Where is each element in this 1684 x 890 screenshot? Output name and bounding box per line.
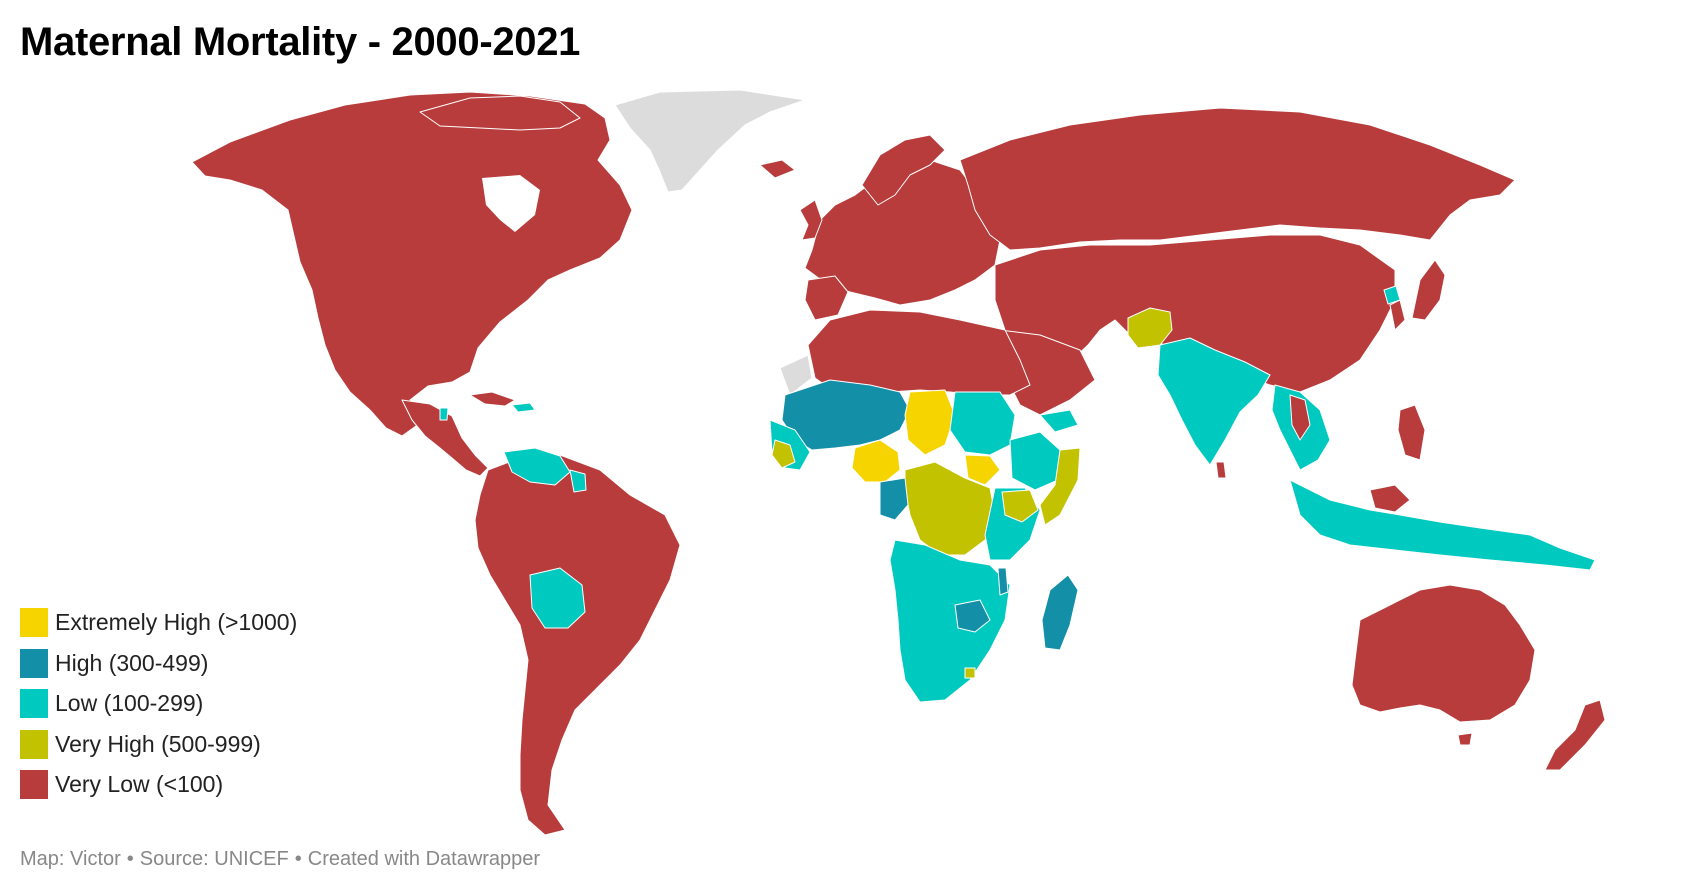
legend-swatch bbox=[20, 689, 48, 718]
map-credit: Map: Victor bbox=[20, 848, 121, 870]
region-sudan bbox=[949, 391, 1016, 456]
legend-label: Extremely High (>1000) bbox=[55, 609, 298, 635]
region-south-sudan bbox=[964, 454, 1001, 486]
region-sri-lanka bbox=[1215, 461, 1227, 479]
tool-credit: Created with Datawrapper bbox=[307, 848, 541, 870]
region-greenland bbox=[614, 89, 806, 193]
region-north-america bbox=[191, 91, 633, 441]
region-kenya bbox=[1001, 489, 1039, 523]
region-bolivia bbox=[529, 567, 586, 629]
legend-item-high: High (300-499) bbox=[20, 648, 297, 678]
map-footer: Map: Victor • Source: UNICEF • Created with … bbox=[20, 848, 540, 871]
region-philippines bbox=[1397, 404, 1426, 461]
region-south-america bbox=[474, 454, 681, 836]
region-japan bbox=[1411, 259, 1446, 321]
region-canada-islands bbox=[419, 95, 581, 131]
region-eritrea bbox=[1039, 409, 1079, 433]
legend-swatch bbox=[20, 729, 48, 759]
legend-swatch bbox=[20, 648, 48, 678]
region-western-sahara bbox=[779, 354, 813, 396]
region-nigeria bbox=[851, 439, 901, 483]
region-southern-africa bbox=[889, 539, 1011, 703]
legend-item-low: Low (100-299) bbox=[20, 689, 297, 718]
region-new-zealand bbox=[1544, 699, 1606, 771]
region-hudson-bay bbox=[482, 175, 540, 232]
region-madagascar bbox=[1041, 574, 1079, 651]
region-cuba bbox=[469, 391, 516, 407]
region-thailand-myanmar bbox=[1289, 394, 1311, 441]
region-ethiopia bbox=[1009, 431, 1061, 491]
source-credit: Source: UNICEF bbox=[139, 848, 289, 870]
region-malawi bbox=[997, 567, 1009, 596]
region-chad bbox=[904, 389, 956, 456]
region-australia bbox=[1351, 584, 1536, 723]
legend-label: High (300-499) bbox=[55, 649, 209, 676]
legend-item-very-high: Very High (500-999) bbox=[20, 729, 297, 759]
region-north-korea bbox=[1383, 285, 1401, 305]
map-title: Maternal Mortality - 2000-2021 bbox=[20, 20, 581, 64]
legend-swatch bbox=[20, 770, 48, 799]
region-borneo bbox=[1369, 484, 1411, 513]
region-zimbabwe bbox=[954, 599, 991, 633]
region-korea bbox=[1389, 299, 1406, 331]
region-cameroon bbox=[879, 477, 909, 521]
map-legend: Extremely High (>1000) High (300-499) Lo… bbox=[20, 608, 297, 811]
footer-separator: • bbox=[126, 848, 134, 870]
region-somalia bbox=[1039, 447, 1081, 526]
region-iceland bbox=[759, 159, 796, 179]
region-uk bbox=[799, 199, 823, 241]
region-russia bbox=[959, 107, 1516, 251]
region-belize-area bbox=[439, 407, 449, 421]
region-central-america bbox=[401, 399, 489, 477]
legend-item-very-low: Very Low (<100) bbox=[20, 770, 297, 799]
legend-label: Low (100-299) bbox=[55, 690, 204, 716]
region-venezuela bbox=[503, 447, 571, 486]
legend-label: Very Low (<100) bbox=[55, 771, 224, 797]
legend-swatch bbox=[20, 608, 48, 637]
region-indonesia bbox=[1289, 479, 1596, 571]
region-afghanistan bbox=[1127, 307, 1173, 349]
region-south-asia bbox=[1157, 337, 1271, 466]
legend-item-extremely-high: Extremely High (>1000) bbox=[20, 608, 297, 637]
region-iberia bbox=[804, 275, 849, 321]
region-tasmania bbox=[1457, 732, 1473, 746]
region-scandinavia bbox=[861, 134, 946, 206]
region-lesotho bbox=[964, 667, 976, 679]
region-central-africa bbox=[904, 461, 996, 556]
region-guyana bbox=[569, 469, 587, 493]
region-guinea bbox=[771, 439, 796, 469]
legend-label: Very High (500-999) bbox=[55, 730, 261, 757]
footer-separator: • bbox=[294, 848, 302, 870]
region-haiti bbox=[511, 402, 536, 413]
